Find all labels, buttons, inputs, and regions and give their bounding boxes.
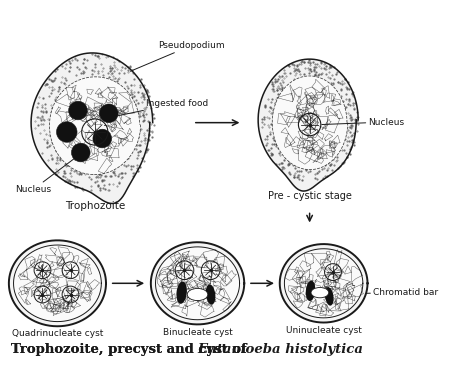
Text: Nucleus: Nucleus — [322, 118, 405, 127]
Text: Trophozoite, precyst and cyst of: Trophozoite, precyst and cyst of — [11, 343, 251, 356]
Polygon shape — [9, 241, 106, 326]
Polygon shape — [13, 245, 101, 322]
Text: Nucleus: Nucleus — [15, 157, 76, 194]
Polygon shape — [31, 53, 153, 204]
Ellipse shape — [325, 287, 334, 306]
Polygon shape — [155, 247, 240, 320]
Text: Chromatid bar: Chromatid bar — [331, 288, 438, 297]
Text: Trophozoite: Trophozoite — [65, 201, 125, 211]
Text: Pseudopodium: Pseudopodium — [130, 41, 225, 71]
Circle shape — [93, 129, 112, 148]
Text: Trophozoite, precyst and cyst of: Trophozoite, precyst and cyst of — [11, 343, 251, 356]
Text: Entamoeba histolytica: Entamoeba histolytica — [198, 343, 364, 356]
Text: Uninucleate cyst: Uninucleate cyst — [286, 326, 361, 335]
Ellipse shape — [306, 280, 315, 301]
Polygon shape — [284, 249, 363, 318]
Ellipse shape — [311, 288, 329, 298]
Circle shape — [71, 143, 90, 162]
Text: Binucleate cyst: Binucleate cyst — [163, 328, 233, 337]
Polygon shape — [280, 244, 368, 323]
Ellipse shape — [176, 282, 187, 304]
Text: Trophozoite, precyst and cyst of Entamoeba histolytica: Trophozoite, precyst and cyst of Entamoe… — [11, 343, 377, 356]
Ellipse shape — [187, 288, 208, 300]
Polygon shape — [272, 76, 348, 170]
Ellipse shape — [206, 284, 216, 305]
Circle shape — [57, 122, 77, 142]
Polygon shape — [151, 242, 244, 324]
Text: Pre - cystic stage: Pre - cystic stage — [268, 191, 352, 201]
Text: Quadrinucleate cyst: Quadrinucleate cyst — [12, 329, 103, 338]
Circle shape — [69, 101, 87, 120]
Polygon shape — [258, 59, 358, 191]
Circle shape — [100, 104, 118, 123]
Polygon shape — [49, 77, 141, 175]
Text: Ingested food: Ingested food — [112, 99, 208, 117]
